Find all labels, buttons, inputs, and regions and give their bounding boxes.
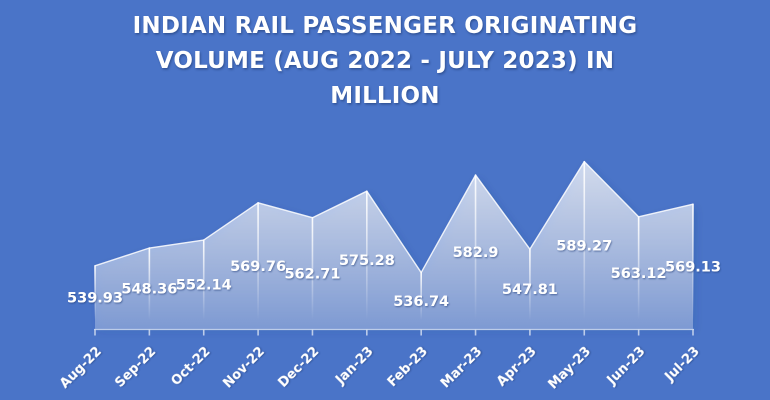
data-point-label: 589.27 — [556, 238, 612, 254]
x-axis-label: Sep-22 — [113, 344, 160, 391]
data-point-label: 539.93 — [67, 290, 123, 306]
chart-title-line-3: MILLION — [330, 83, 440, 109]
data-point-label: 569.76 — [230, 259, 286, 275]
data-point-label: 563.12 — [611, 266, 667, 282]
data-point-label: 536.74 — [393, 294, 449, 310]
x-axis-label: Aug-22 — [57, 344, 104, 391]
data-point-label: 575.28 — [339, 253, 395, 269]
chart-title-line-2: VOLUME (AUG 2022 - JULY 2023) IN — [155, 48, 615, 74]
x-axis-label: Dec-22 — [276, 344, 323, 391]
x-axis-label: Jan-23 — [333, 344, 377, 388]
area-series-outline — [94, 160, 694, 274]
x-axis-label: Mar-23 — [438, 344, 485, 391]
data-point-label: 582.9 — [453, 245, 499, 261]
x-axis-label: Nov-22 — [221, 344, 268, 391]
area-series-fill — [95, 161, 693, 329]
x-axis-label: Oct-22 — [169, 344, 214, 389]
x-axis-label: Jun-23 — [604, 344, 648, 388]
data-point-label: 569.13 — [665, 260, 721, 276]
x-axis-label: Jul-23 — [662, 344, 703, 385]
data-point-label: 552.14 — [176, 278, 232, 294]
x-axis-label: Apr-23 — [494, 344, 539, 389]
data-point-label: 547.81 — [502, 282, 558, 298]
data-point-label: 562.71 — [284, 266, 340, 282]
chart-title: INDIAN RAIL PASSENGER ORIGINATING VOLUME… — [0, 9, 770, 114]
data-point-label: 548.36 — [121, 282, 177, 298]
x-axis-label: May-23 — [546, 344, 594, 392]
chart-title-line-1: INDIAN RAIL PASSENGER ORIGINATING — [132, 13, 638, 39]
x-axis-label: Feb-23 — [385, 344, 431, 390]
